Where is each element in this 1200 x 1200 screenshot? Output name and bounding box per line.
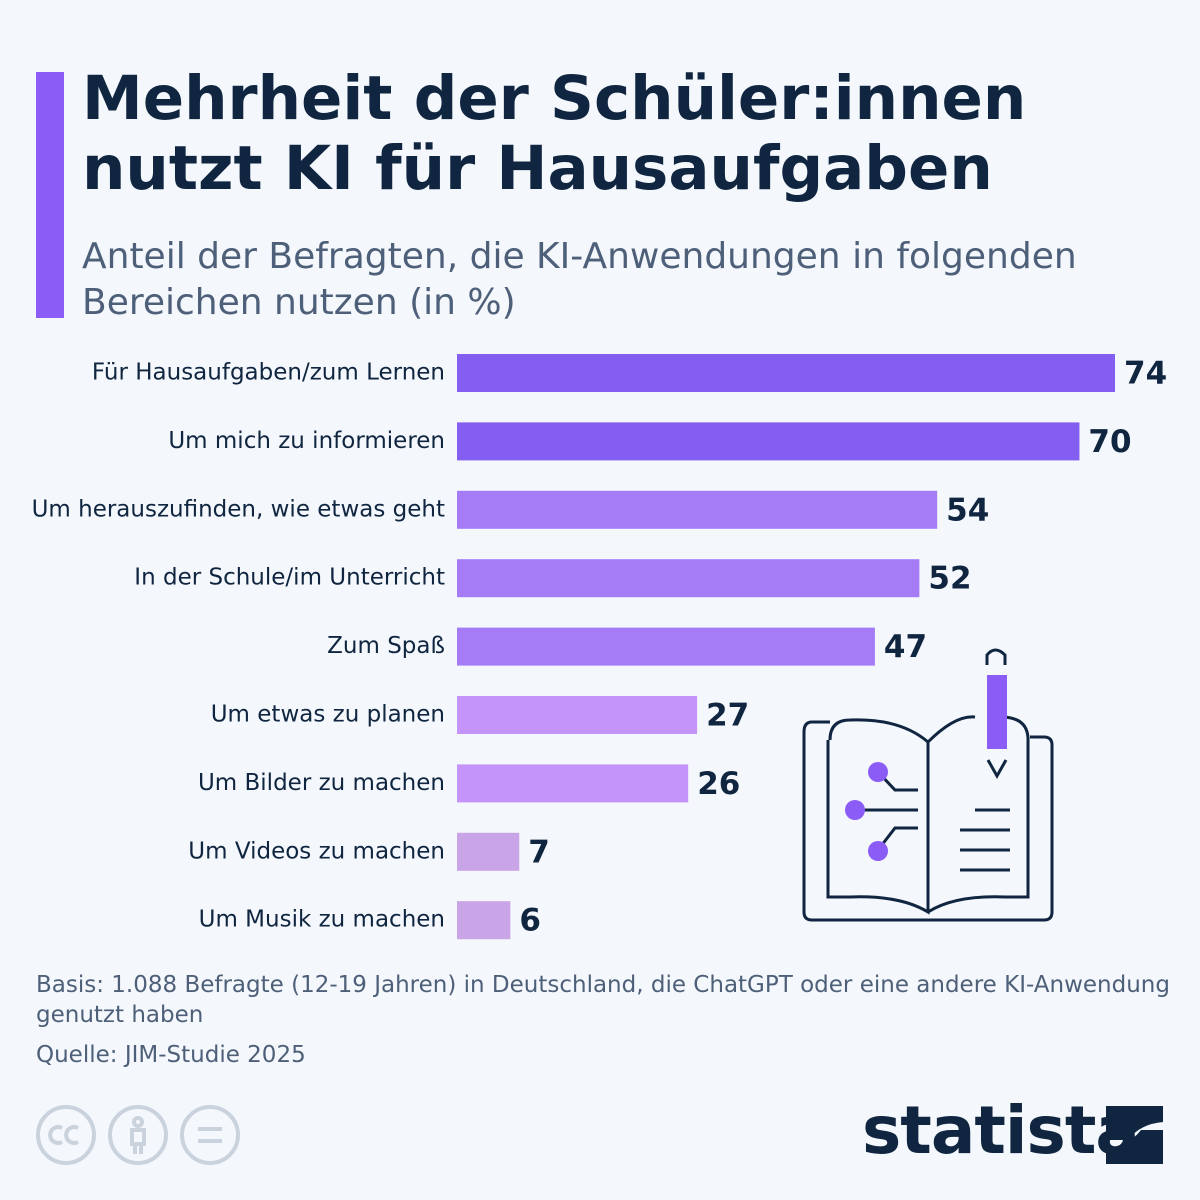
book-accents <box>845 675 1007 861</box>
brand: statista <box>862 1092 1140 1169</box>
bar <box>457 764 689 803</box>
bar <box>457 901 511 940</box>
category-label: Um Musik zu machen <box>199 907 445 933</box>
source: Quelle: JIM-Studie 2025 <box>36 1042 306 1068</box>
category-label: Um mich zu informieren <box>168 428 445 454</box>
value-label: 74 <box>1124 356 1167 392</box>
value-label: 27 <box>706 698 749 734</box>
value-label: 26 <box>697 766 740 802</box>
value-label: 70 <box>1088 424 1131 460</box>
category-label: Für Hausaufgaben/zum Lernen <box>92 360 445 386</box>
bar <box>457 490 938 529</box>
chart-subtitle: Anteil der Befragten, die KI-Anwendungen… <box>82 236 1077 323</box>
category-label: Zum Spaß <box>327 633 445 659</box>
category-label: Um etwas zu planen <box>211 702 445 728</box>
category-label: Um herauszufinden, wie etwas geht <box>32 496 445 522</box>
bar <box>457 354 1115 392</box>
category-label: In der Schule/im Unterricht <box>134 565 445 591</box>
chart-title: Mehrheit der Schüler:innen nutzt KI für … <box>82 63 1027 204</box>
footnote: Basis: 1.088 Befragte (12-19 Jahren) in … <box>36 972 1170 1028</box>
category-label: Um Bilder zu machen <box>198 770 445 796</box>
license-icons <box>36 1105 240 1165</box>
bar <box>457 422 1080 461</box>
brand-logo <box>1106 1106 1163 1164</box>
bar <box>457 559 920 598</box>
bar <box>457 696 698 734</box>
value-label: 47 <box>884 629 927 665</box>
value-label: 54 <box>946 492 989 528</box>
category-label: Um Videos zu machen <box>188 838 445 864</box>
value-label: 52 <box>928 561 971 597</box>
accent-bar <box>36 72 64 318</box>
value-label: 7 <box>528 834 550 870</box>
book-illustration <box>802 648 1054 922</box>
bar <box>457 832 520 871</box>
value-label: 6 <box>519 903 541 939</box>
bar <box>457 627 875 666</box>
